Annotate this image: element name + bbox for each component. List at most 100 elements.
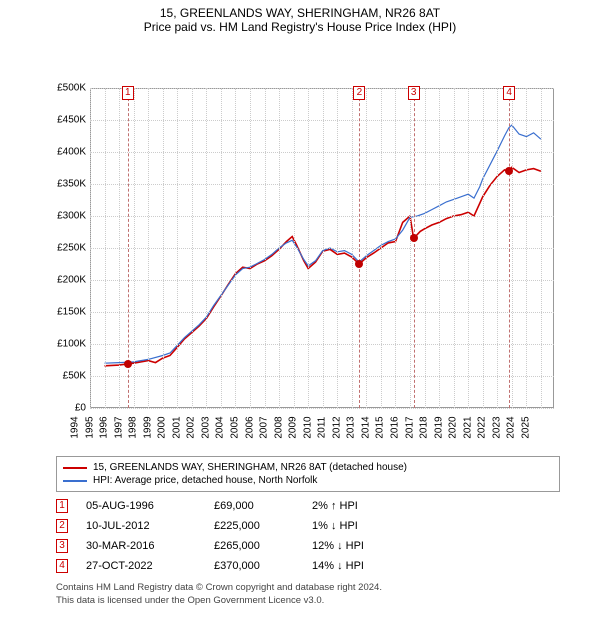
- x-axis-label: 2001: [171, 413, 182, 443]
- chart-title: 15, GREENLANDS WAY, SHERINGHAM, NR26 8AT: [0, 0, 600, 20]
- x-axis-label: 2020: [448, 413, 459, 443]
- grid-line-v: [439, 88, 440, 408]
- grid-line-h: [90, 408, 554, 409]
- y-axis-label: £250K: [57, 243, 86, 254]
- legend-item-hpi: HPI: Average price, detached house, Nort…: [63, 474, 553, 487]
- grid-line-v: [235, 88, 236, 408]
- x-axis-label: 1997: [113, 413, 124, 443]
- sale-vertical-line: [509, 88, 510, 408]
- sale-price: £69,000: [214, 500, 294, 512]
- sale-dot: [355, 260, 363, 268]
- grid-line-v: [308, 88, 309, 408]
- x-axis-label: 2017: [404, 413, 415, 443]
- legend: 15, GREENLANDS WAY, SHERINGHAM, NR26 8AT…: [56, 456, 560, 492]
- grid-line-v: [497, 88, 498, 408]
- chart-area: £0£50K£100K£150K£200K£250K£300K£350K£400…: [34, 38, 566, 448]
- sale-vertical-line: [414, 88, 415, 408]
- footer-line: Contains HM Land Registry data © Crown c…: [56, 582, 560, 595]
- grid-line-v: [105, 88, 106, 408]
- x-axis-label: 2004: [215, 413, 226, 443]
- x-axis-label: 2003: [200, 413, 211, 443]
- grid-line-v: [163, 88, 164, 408]
- sales-table: 105-AUG-1996£69,0002% ↑ HPI210-JUL-2012£…: [56, 496, 560, 576]
- sale-marker: 3: [408, 86, 420, 100]
- sale-marker: 4: [503, 86, 515, 100]
- grid-line-v: [512, 88, 513, 408]
- grid-line-v: [526, 88, 527, 408]
- chart-subtitle: Price paid vs. HM Land Registry's House …: [0, 20, 600, 38]
- grid-line-v: [410, 88, 411, 408]
- sale-marker: 1: [122, 86, 134, 100]
- x-axis-label: 2011: [317, 413, 328, 443]
- grid-line-v: [541, 88, 542, 408]
- x-axis-label: 2007: [259, 413, 270, 443]
- grid-line-v: [468, 88, 469, 408]
- sale-pct-vs-hpi: 2% ↑ HPI: [312, 500, 412, 512]
- sale-date: 30-MAR-2016: [86, 540, 196, 552]
- x-axis-label: 2014: [360, 413, 371, 443]
- grid-line-v: [250, 88, 251, 408]
- sale-marker: 3: [56, 539, 68, 553]
- sale-pct-vs-hpi: 1% ↓ HPI: [312, 520, 412, 532]
- x-axis-label: 2009: [288, 413, 299, 443]
- y-axis-label: £300K: [57, 211, 86, 222]
- sale-dot: [505, 167, 513, 175]
- grid-line-v: [90, 88, 91, 408]
- x-axis-label: 1998: [128, 413, 139, 443]
- legend-label: 15, GREENLANDS WAY, SHERINGHAM, NR26 8AT…: [93, 462, 407, 473]
- x-axis-label: 2018: [419, 413, 430, 443]
- x-axis-label: 2022: [477, 413, 488, 443]
- sales-row: 4 27-OCT-2022 £370,000 14% ↓ HPI: [56, 556, 560, 576]
- x-axis-label: 2000: [157, 413, 168, 443]
- sale-marker: 4: [56, 559, 68, 573]
- grid-line-v: [337, 88, 338, 408]
- sale-pct-vs-hpi: 14% ↓ HPI: [312, 560, 412, 572]
- sale-price: £370,000: [214, 560, 294, 572]
- sale-marker: 2: [56, 519, 68, 533]
- grid-line-v: [381, 88, 382, 408]
- x-axis-label: 1999: [142, 413, 153, 443]
- footer-line: This data is licensed under the Open Gov…: [56, 595, 560, 608]
- x-axis-label: 2023: [491, 413, 502, 443]
- sale-vertical-line: [359, 88, 360, 408]
- x-axis-label: 2008: [273, 413, 284, 443]
- grid-line-v: [177, 88, 178, 408]
- x-axis-label: 1994: [70, 413, 81, 443]
- y-axis-label: £350K: [57, 179, 86, 190]
- x-axis-label: 2024: [506, 413, 517, 443]
- legend-label: HPI: Average price, detached house, Nort…: [93, 475, 317, 486]
- sale-dot: [124, 360, 132, 368]
- legend-swatch: [63, 480, 87, 482]
- footer-attribution: Contains HM Land Registry data © Crown c…: [56, 582, 560, 608]
- x-axis-label: 2010: [302, 413, 313, 443]
- grid-line-v: [134, 88, 135, 408]
- grid-line-v: [425, 88, 426, 408]
- sale-marker: 2: [353, 86, 365, 100]
- y-axis-label: £450K: [57, 115, 86, 126]
- grid-line-v: [483, 88, 484, 408]
- sale-marker: 1: [56, 499, 68, 513]
- grid-line-v: [221, 88, 222, 408]
- x-axis-label: 1995: [84, 413, 95, 443]
- grid-line-v: [454, 88, 455, 408]
- x-axis-label: 2021: [462, 413, 473, 443]
- grid-line-v: [323, 88, 324, 408]
- y-axis-label: £50K: [63, 371, 86, 382]
- grid-line-v: [265, 88, 266, 408]
- sale-price: £225,000: [214, 520, 294, 532]
- sale-dot: [410, 234, 418, 242]
- sales-row: 105-AUG-1996£69,0002% ↑ HPI: [56, 496, 560, 516]
- sale-date: 10-JUL-2012: [86, 520, 196, 532]
- grid-line-v: [366, 88, 367, 408]
- x-axis-label: 2006: [244, 413, 255, 443]
- x-axis-label: 2013: [346, 413, 357, 443]
- x-axis-label: 2019: [433, 413, 444, 443]
- sale-date: 27-OCT-2022: [86, 560, 196, 572]
- legend-swatch: [63, 467, 87, 469]
- y-axis-label: £150K: [57, 307, 86, 318]
- grid-line-v: [119, 88, 120, 408]
- plot-region: £0£50K£100K£150K£200K£250K£300K£350K£400…: [90, 88, 554, 408]
- y-axis-label: £100K: [57, 339, 86, 350]
- sales-row: 330-MAR-2016£265,00012% ↓ HPI: [56, 536, 560, 556]
- y-axis-label: £200K: [57, 275, 86, 286]
